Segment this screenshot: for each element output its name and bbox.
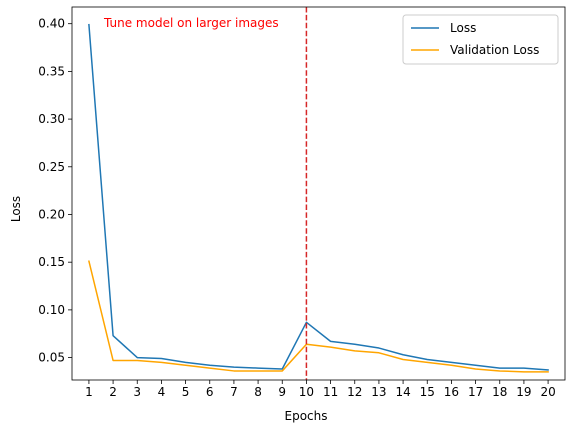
x-tick-label: 14 (395, 385, 410, 399)
x-tick-label: 16 (444, 385, 459, 399)
x-tick-label: 5 (182, 385, 190, 399)
y-tick-label: 0.25 (38, 160, 65, 174)
x-tick-label: 13 (371, 385, 386, 399)
legend-label-validation-loss: Validation Loss (450, 43, 539, 57)
y-tick-label: 0.05 (38, 351, 65, 365)
annotation-text: Tune model on larger images (103, 16, 279, 30)
x-tick-label: 19 (516, 385, 531, 399)
x-tick-label: 12 (347, 385, 362, 399)
x-tick-label: 15 (420, 385, 435, 399)
y-tick-label: 0.35 (38, 64, 65, 78)
y-tick-label: 0.40 (38, 17, 65, 31)
x-tick-label: 6 (206, 385, 214, 399)
legend-label-loss: Loss (450, 21, 476, 35)
x-tick-label: 20 (540, 385, 555, 399)
legend: Loss Validation Loss (402, 14, 559, 65)
y-tick-label: 0.20 (38, 207, 65, 221)
x-tick-label: 1 (85, 385, 93, 399)
x-tick-label: 7 (230, 385, 238, 399)
x-tick-label: 9 (278, 385, 286, 399)
y-axis-label: Loss (9, 196, 23, 222)
x-tick-label: 11 (323, 385, 338, 399)
series-line-loss (88, 23, 549, 371)
x-tick-label: 4 (158, 385, 166, 399)
y-tick-label: 0.15 (38, 255, 65, 269)
x-tick-label: 3 (133, 385, 141, 399)
y-tick-label: 0.10 (38, 303, 65, 317)
x-axis-label: Epochs (285, 409, 328, 423)
plot-area (88, 7, 549, 380)
axes-frame (71, 6, 566, 381)
series-line-validation-loss (88, 260, 549, 373)
axes: 1 2 3 4 5 6 7 8 9 10 11 12 13 14 15 16 17 18 19 200.050.100… (38, 6, 566, 399)
y-tick-label: 0.30 (38, 112, 65, 126)
legend-box (402, 14, 559, 65)
x-tick-label: 2 (109, 385, 117, 399)
x-tick-label: 17 (468, 385, 483, 399)
x-tick-label: 18 (492, 385, 507, 399)
x-tick-label: 10 (299, 385, 314, 399)
x-tick-label: 8 (254, 385, 262, 399)
